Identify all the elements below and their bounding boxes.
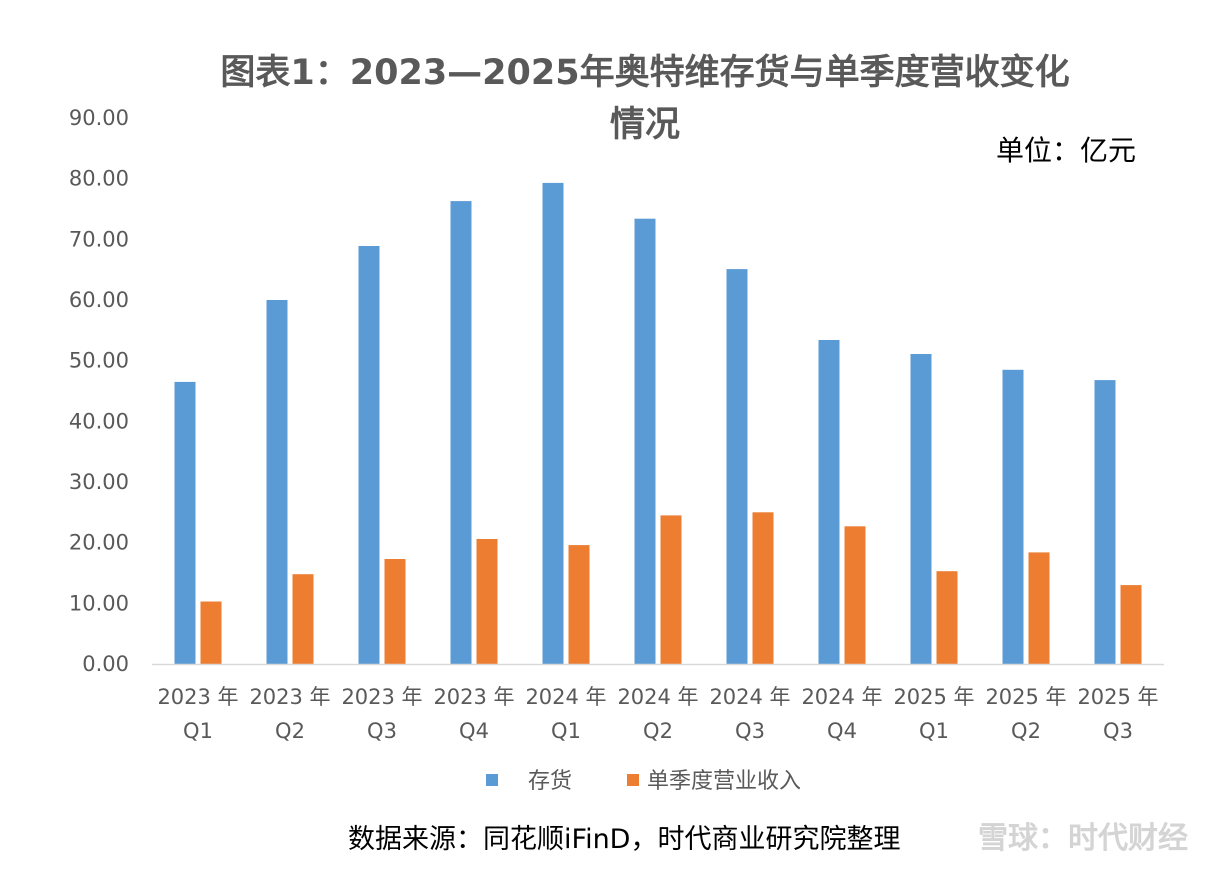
- x-tick-label-quarter: Q2: [643, 719, 673, 743]
- watermark: 雪球：时代财经: [978, 821, 1188, 856]
- x-tick-label-quarter: Q1: [183, 719, 213, 743]
- x-tick-label-quarter: Q2: [1011, 719, 1041, 743]
- x-tick-label-year: 2023 年: [249, 685, 330, 709]
- y-tick-label: 50.00: [69, 349, 129, 373]
- x-tick-label-quarter: Q2: [275, 719, 305, 743]
- bar-revenue: [752, 512, 774, 664]
- legend-label: 存货: [528, 769, 572, 794]
- bar-inventory: [542, 182, 564, 664]
- legend: 存货 单季度营业收入: [486, 769, 801, 794]
- bar-revenue: [568, 545, 590, 664]
- legend-label: 单季度营业收入: [647, 769, 801, 794]
- x-tick-label-quarter: Q3: [1103, 719, 1133, 743]
- bar-inventory: [174, 381, 196, 664]
- x-tick-label-year: 2025 年: [985, 685, 1066, 709]
- x-tick-label-year: 2024 年: [709, 685, 790, 709]
- bar-revenue: [476, 539, 498, 664]
- x-tick-label-quarter: Q3: [367, 719, 397, 743]
- y-tick-label: 40.00: [69, 409, 129, 433]
- legend-swatch: [486, 774, 498, 786]
- bar-inventory: [1094, 380, 1116, 664]
- x-tick-label-quarter: Q4: [827, 719, 857, 743]
- bar-inventory: [910, 354, 932, 664]
- bars: [174, 182, 1142, 664]
- x-tick-label-year: 2023 年: [157, 685, 238, 709]
- y-tick-label: 10.00: [69, 591, 129, 615]
- y-tick-label: 80.00: [69, 167, 129, 191]
- bar-revenue: [1028, 552, 1050, 664]
- bar-inventory: [358, 246, 380, 664]
- bar-inventory: [634, 218, 656, 664]
- bar-revenue: [200, 601, 222, 664]
- bar-inventory: [450, 201, 472, 664]
- bar-revenue: [844, 526, 866, 664]
- x-tick-label-quarter: Q1: [919, 719, 949, 743]
- bar-inventory: [266, 300, 288, 664]
- bar-revenue: [936, 571, 958, 664]
- y-tick-label: 90.00: [69, 106, 129, 130]
- bar-revenue: [384, 559, 406, 664]
- x-tick-label-year: 2023 年: [433, 685, 514, 709]
- x-tick-label-year: 2024 年: [617, 685, 698, 709]
- x-tick-label-year: 2023 年: [341, 685, 422, 709]
- x-tick-label-quarter: Q4: [459, 719, 489, 743]
- bar-inventory: [1002, 369, 1024, 664]
- x-tick-label-quarter: Q1: [551, 719, 581, 743]
- bar-revenue: [292, 574, 314, 664]
- x-tick-label-year: 2024 年: [525, 685, 606, 709]
- y-tick-label: 30.00: [69, 470, 129, 494]
- bar-inventory: [726, 269, 748, 664]
- bar-revenue: [1120, 585, 1142, 664]
- source-note: 数据来源：同花顺iFinD，时代商业研究院整理: [348, 824, 900, 855]
- chart-title-line-2: 情况: [610, 105, 680, 145]
- x-tick-label-year: 2025 年: [1077, 685, 1158, 709]
- y-tick-label: 70.00: [69, 227, 129, 251]
- x-axis: 2023 年 Q1 2023 年 Q2 2023 年 Q3 2023 年 Q4 2024 年 Q1…: [157, 685, 1158, 743]
- y-tick-label: 0.00: [82, 652, 129, 676]
- y-tick-label: 60.00: [69, 288, 129, 312]
- bar-inventory: [818, 340, 840, 664]
- chart-title-line-1: 图表1：2023—2025年奥特维存货与单季度营收变化: [220, 53, 1069, 93]
- bar-revenue: [660, 515, 682, 664]
- unit-label: 单位：亿元: [996, 134, 1136, 167]
- y-axis: 0.00 10.00 20.00 30.00 40.00 50.00 60.00 70.00 8…: [69, 106, 129, 676]
- legend-swatch: [627, 774, 639, 786]
- x-tick-label-quarter: Q3: [735, 719, 765, 743]
- y-tick-label: 20.00: [69, 531, 129, 555]
- x-tick-label-year: 2025 年: [893, 685, 974, 709]
- x-tick-label-year: 2024 年: [801, 685, 882, 709]
